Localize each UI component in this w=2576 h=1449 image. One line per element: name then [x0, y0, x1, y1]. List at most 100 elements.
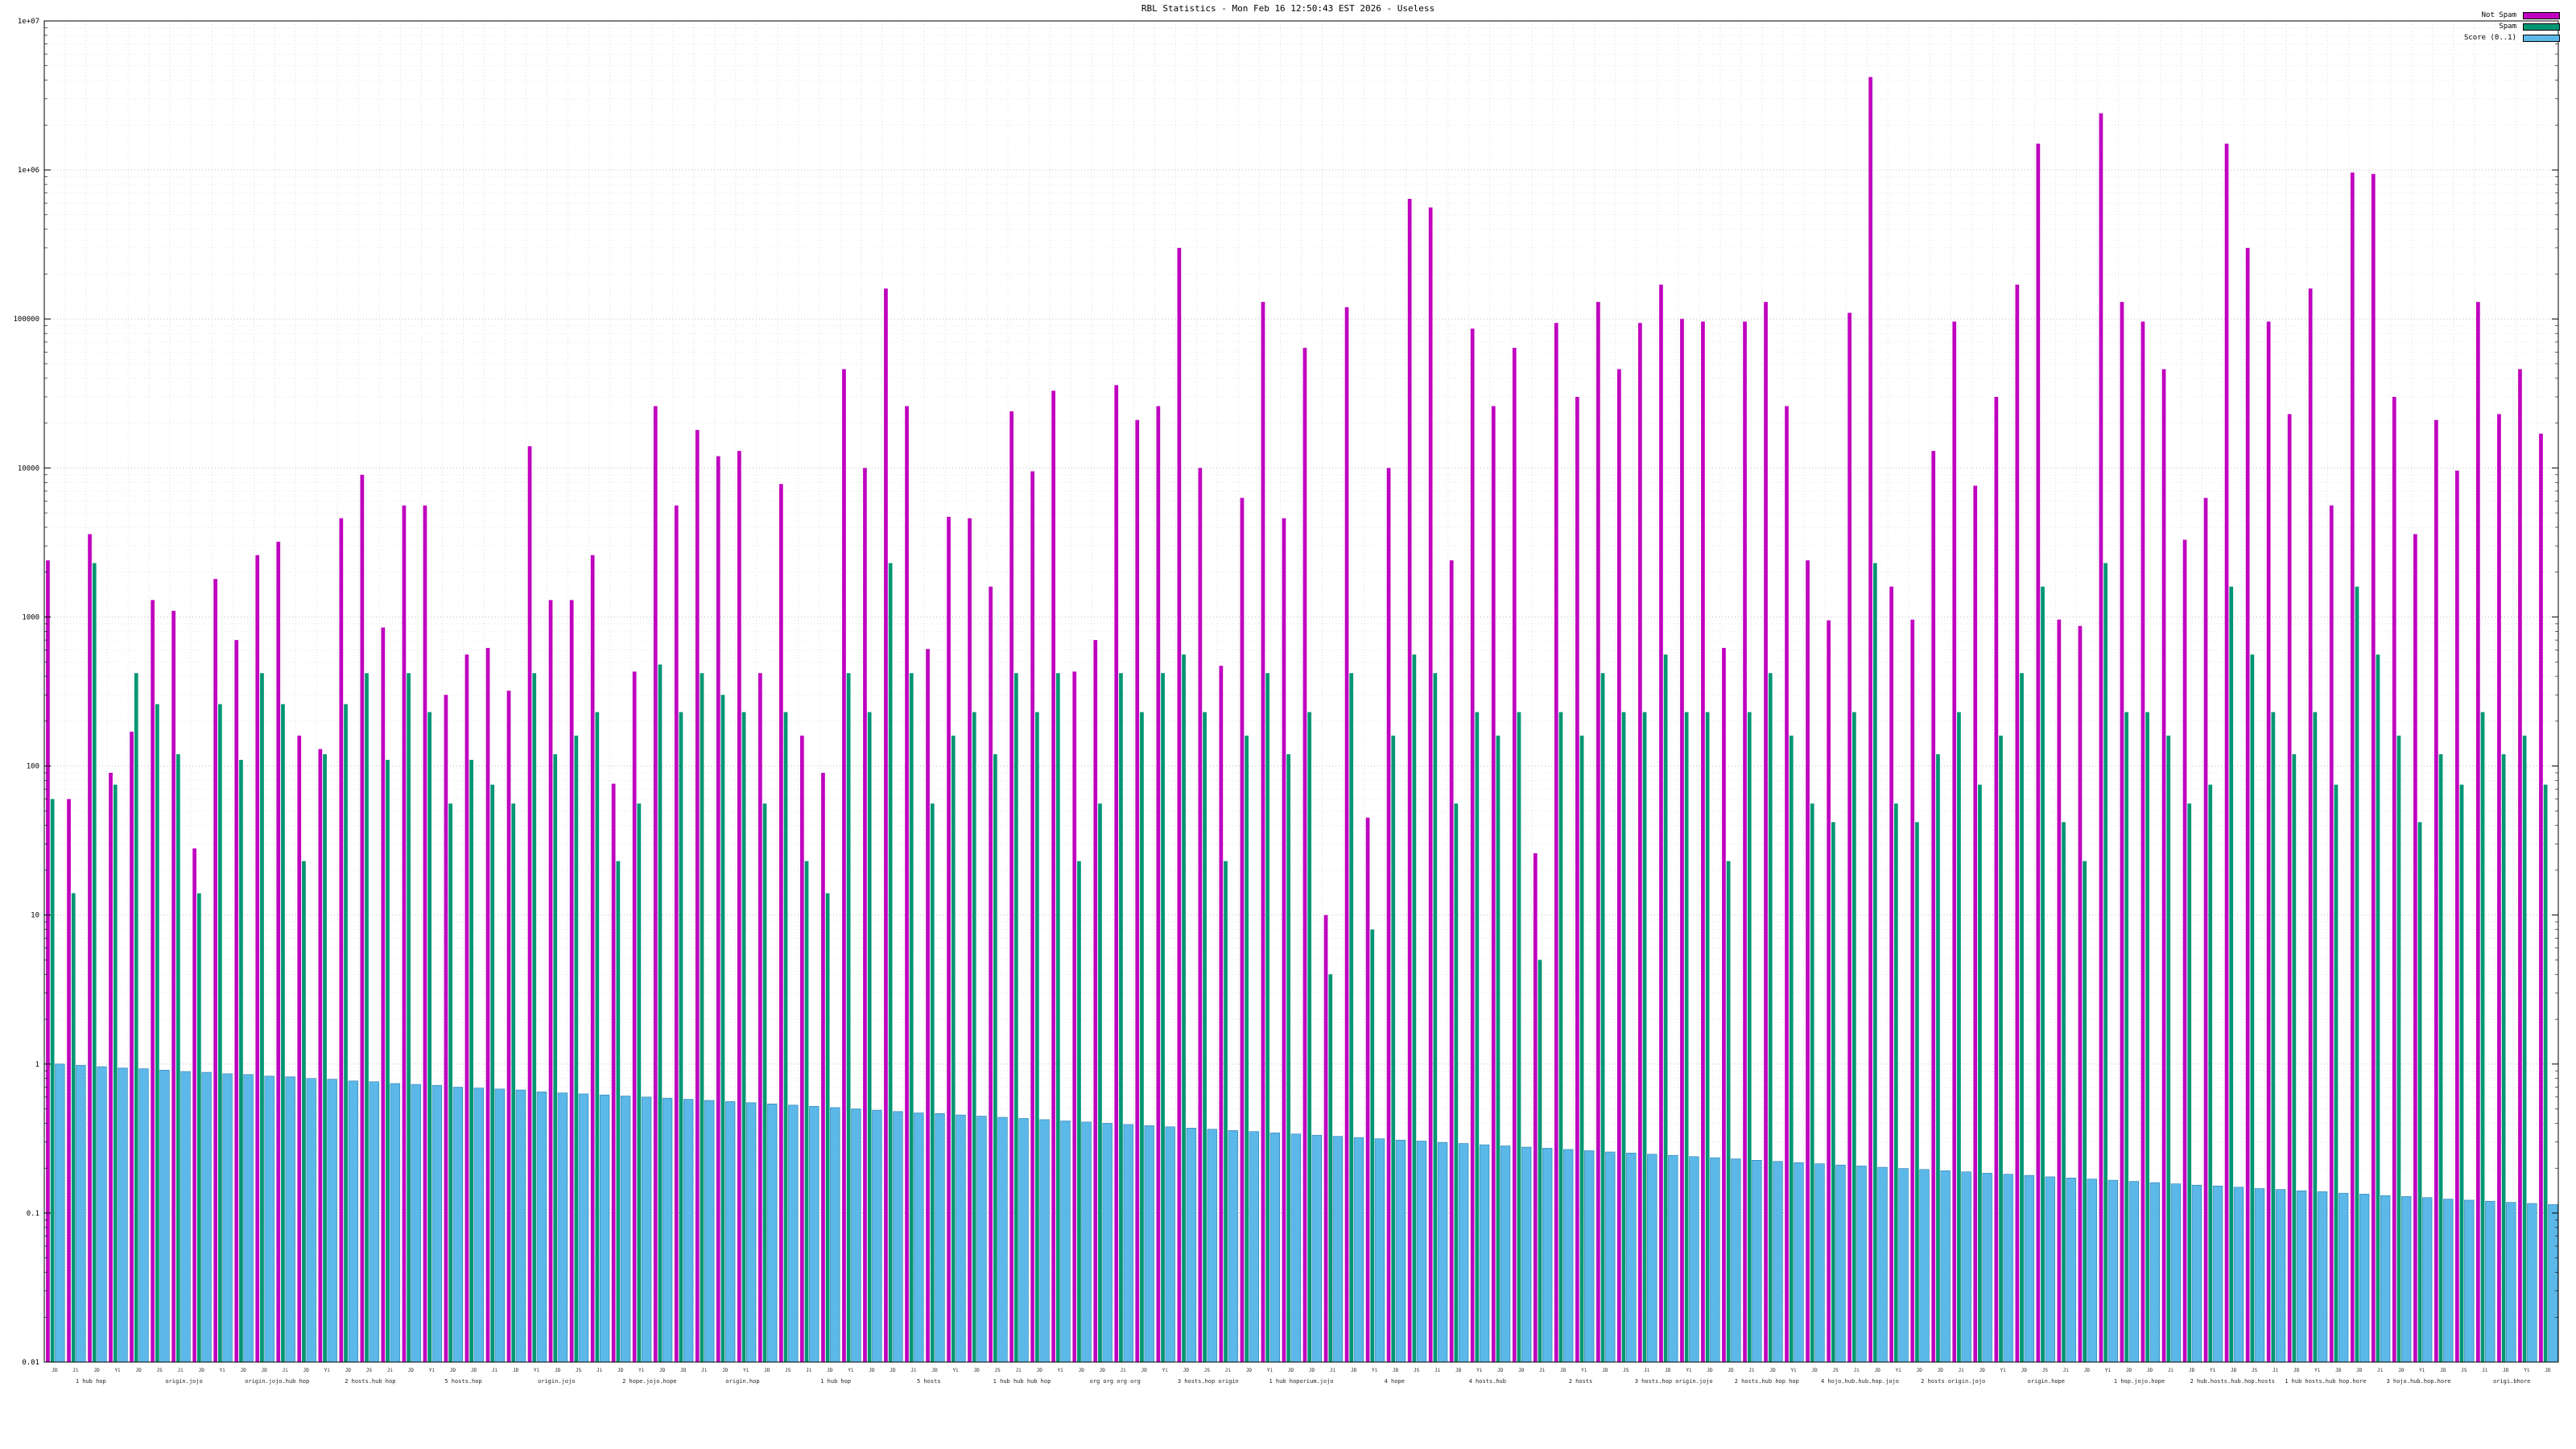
x-tick-label: Yi: [2314, 1368, 2321, 1373]
bar-not-spam: [1198, 468, 1203, 1362]
bar-spam: [511, 803, 516, 1362]
bar-score: [1731, 1158, 1741, 1363]
bar-score: [1374, 1138, 1385, 1363]
bar-not-spam: [1575, 397, 1579, 1362]
bar-not-spam: [506, 691, 511, 1362]
bar-not-spam: [2140, 321, 2145, 1362]
bar-score: [1521, 1146, 1532, 1363]
bar-spam: [1642, 712, 1647, 1362]
bar-score: [1395, 1139, 1406, 1363]
bar-not-spam: [1596, 302, 1600, 1363]
bar-not-spam: [1261, 302, 1265, 1363]
x-group-label: 2 hosts: [1569, 1378, 1593, 1385]
bar-spam: [1894, 803, 1898, 1362]
bar-not-spam: [1407, 199, 1412, 1362]
bar-not-spam: [989, 586, 993, 1362]
bar-spam: [783, 712, 788, 1362]
bar-not-spam: [758, 673, 762, 1362]
x-tick-label: JD: [722, 1368, 729, 1373]
bar-not-spam: [2371, 174, 2376, 1363]
x-tick-label: JD: [2398, 1368, 2405, 1373]
bar-score: [515, 1089, 526, 1363]
x-tick-label: Ji: [1016, 1368, 1022, 1373]
bar-score: [1060, 1121, 1071, 1363]
bar-spam: [1852, 712, 1856, 1362]
bar-score: [1416, 1141, 1427, 1363]
x-group-label: 1 hub hop: [820, 1378, 851, 1385]
bar-not-spam: [674, 505, 679, 1362]
bar-spam: [197, 893, 201, 1362]
bar-not-spam: [1072, 671, 1077, 1362]
bar-spam: [679, 712, 683, 1362]
bar-score: [264, 1075, 275, 1363]
bar-not-spam: [1868, 76, 1872, 1363]
bar-not-spam: [1785, 406, 1789, 1362]
x-tick-label: Ji: [2377, 1368, 2384, 1373]
bar-score: [1186, 1128, 1196, 1363]
bar-score: [2338, 1192, 2349, 1363]
bar-score: [704, 1100, 715, 1363]
y-tick-label: 100000: [13, 316, 39, 324]
bar-spam: [867, 712, 872, 1362]
bar-not-spam: [255, 555, 260, 1362]
bar-not-spam: [1889, 586, 1893, 1362]
x-group-label: 5 hosts.hop: [444, 1378, 481, 1385]
bar-spam: [1328, 974, 1333, 1362]
bar-not-spam: [234, 640, 239, 1362]
x-tick-label: JD: [262, 1368, 268, 1373]
bar-score: [851, 1108, 861, 1363]
bar-spam: [1726, 861, 1731, 1362]
bar-score: [2233, 1187, 2244, 1363]
x-tick-label: JD: [931, 1368, 938, 1373]
bar-score: [285, 1076, 295, 1363]
y-tick-label: 1: [35, 1061, 39, 1069]
bar-spam: [113, 784, 118, 1362]
bar-spam: [1391, 735, 1396, 1362]
bar-spam: [1684, 712, 1689, 1362]
bar-score: [222, 1073, 233, 1363]
x-tick-label: JS: [576, 1368, 582, 1373]
bar-score: [1877, 1166, 1888, 1363]
bar-score: [327, 1079, 337, 1363]
bar-score: [243, 1074, 254, 1363]
x-tick-label: Yi: [848, 1368, 854, 1373]
bar-spam: [553, 753, 558, 1362]
x-tick-label: JD: [2189, 1368, 2195, 1373]
x-tick-label: JD: [1309, 1368, 1315, 1373]
bar-not-spam: [1302, 348, 1307, 1363]
bar-spam: [2459, 784, 2464, 1362]
bar-not-spam: [653, 406, 658, 1362]
legend-label-spam: Spam: [2499, 23, 2516, 31]
x-tick-label: JD: [1602, 1368, 1608, 1373]
bar-not-spam: [381, 627, 386, 1362]
bar-spam: [574, 735, 579, 1362]
bar-not-spam: [1764, 302, 1768, 1363]
bar-score: [2359, 1194, 2370, 1363]
bar-score: [1710, 1157, 1720, 1363]
bar-score: [1039, 1119, 1050, 1363]
bar-score: [2066, 1178, 2076, 1363]
x-tick-label: JD: [659, 1368, 666, 1373]
bar-not-spam: [2224, 143, 2229, 1362]
bar-score: [1207, 1129, 1217, 1363]
bar-score: [1626, 1153, 1637, 1363]
x-tick-label: Ji: [701, 1368, 708, 1373]
x-tick-label: JS: [366, 1368, 373, 1373]
bar-not-spam: [569, 600, 574, 1362]
bar-not-spam: [1156, 406, 1161, 1362]
bar-not-spam: [1114, 385, 1119, 1362]
x-tick-label: JD: [52, 1368, 58, 1373]
bar-score: [2401, 1196, 2412, 1363]
bar-spam: [1098, 803, 1102, 1362]
bar-spam: [1349, 673, 1354, 1362]
bar-spam: [490, 784, 495, 1362]
bar-not-spam: [2182, 539, 2187, 1362]
bar-spam: [2334, 784, 2339, 1362]
bar-score: [2191, 1184, 2202, 1363]
x-tick-label: Yi: [1476, 1368, 1483, 1373]
bar-spam: [2041, 586, 2045, 1362]
legend-item-score: Score (0..1): [2464, 34, 2560, 42]
x-tick-label: JD: [241, 1368, 247, 1373]
x-group-label: 3 hosts.hop origin.jojo: [1635, 1378, 1713, 1385]
bar-not-spam: [1470, 328, 1475, 1362]
